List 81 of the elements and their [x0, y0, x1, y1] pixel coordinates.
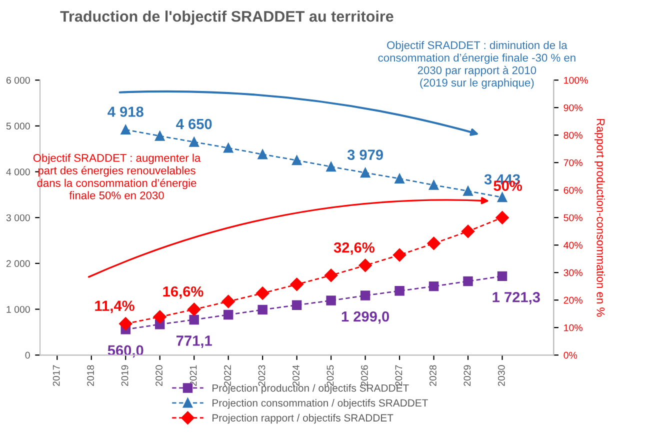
- point: [256, 286, 270, 300]
- x-tick-label: 2030: [498, 365, 505, 386]
- annotation: Objectif SRADDET : augmenter la part des énergies renouvelables dans la consommation d’énergie finale 50% en 2030: [33, 154, 201, 200]
- point: [496, 210, 509, 224]
- legend-label: Projection production / objectifs SRADDET: [212, 384, 409, 394]
- x-tick-label: 2026: [361, 365, 368, 386]
- point: [258, 149, 268, 160]
- x-tick-label: 2018: [87, 365, 94, 386]
- point: [258, 304, 268, 315]
- legend-label: Projection rapport / objectifs SRADDET: [212, 414, 394, 424]
- point: [292, 155, 302, 166]
- y-tick-label: 3 000: [6, 214, 30, 222]
- y2-tick-label: 80%: [564, 132, 582, 139]
- point: [222, 294, 235, 308]
- point: [360, 168, 370, 178]
- point: [461, 224, 475, 238]
- y2-tick-label: 30%: [564, 269, 582, 276]
- y2-tick-label: 60%: [564, 186, 582, 194]
- point: [394, 286, 404, 296]
- point: [463, 276, 473, 286]
- y-tick-label: 6 000: [6, 76, 30, 84]
- y2-tick-label: 90%: [564, 104, 582, 112]
- point: [292, 300, 302, 310]
- data-label: 1 721,3: [492, 292, 540, 304]
- data-label: 4 918: [108, 106, 144, 117]
- point: [427, 236, 440, 250]
- point: [497, 192, 508, 202]
- x-tick-label: 2022: [224, 365, 231, 386]
- y-tick-label: 4 000: [6, 168, 30, 176]
- point: [154, 131, 165, 141]
- point: [223, 143, 234, 153]
- data-label: 11,4%: [95, 300, 134, 314]
- point: [189, 137, 199, 147]
- x-tick-label: 2021: [190, 365, 197, 386]
- point: [189, 314, 199, 325]
- y-tick-label: 5 000: [6, 122, 30, 130]
- x-tick-label: 2025: [326, 365, 334, 386]
- y2-tick-label: 50%: [564, 214, 582, 222]
- y2-tick-label: 20%: [564, 296, 582, 304]
- point: [326, 162, 336, 172]
- y-tick-label: 2 000: [6, 260, 30, 268]
- point: [324, 268, 338, 282]
- x-tick-label: 2017: [52, 365, 60, 386]
- y2-axis-title: Rapport production-consommation en %: [594, 119, 605, 317]
- point: [428, 281, 439, 292]
- x-tick-label: 2020: [156, 365, 162, 386]
- point: [188, 302, 201, 316]
- point: [153, 310, 166, 324]
- x-tick-label: 2019: [121, 365, 128, 386]
- data-label: 32,6%: [334, 242, 374, 255]
- x-tick-label: 2029: [464, 365, 471, 386]
- y2-tick-label: 10%: [564, 324, 582, 332]
- point: [290, 278, 304, 291]
- point: [497, 271, 508, 282]
- point: [394, 174, 404, 184]
- x-tick-label: 2023: [258, 365, 266, 386]
- data-label: 3 979: [347, 150, 383, 160]
- chart-title: Traduction de l'objectif SRADDET au territoire: [60, 10, 394, 25]
- point: [223, 310, 234, 320]
- point: [463, 186, 473, 196]
- x-tick-label: 2024: [292, 365, 300, 386]
- point: [326, 296, 336, 306]
- point: [358, 258, 372, 272]
- point: [392, 248, 406, 262]
- y2-tick-label: 100%: [564, 76, 588, 84]
- point: [428, 180, 439, 190]
- y2-tick-label: 0%: [564, 352, 578, 359]
- data-label: 771,1: [176, 336, 212, 348]
- x-tick-label: 2028: [430, 365, 436, 386]
- point: [119, 317, 132, 330]
- x-tick-label: 2027: [395, 365, 402, 386]
- y-tick-label: 0: [25, 352, 30, 359]
- data-label: 4 650: [176, 118, 212, 130]
- data-label: 16,6%: [163, 286, 204, 299]
- data-label: 1 299,0: [342, 311, 390, 324]
- y2-tick-label: 70%: [564, 159, 582, 166]
- point: [120, 124, 130, 135]
- y-tick-label: 1 000: [6, 306, 30, 313]
- y2-tick-label: 40%: [564, 242, 582, 249]
- point: [360, 290, 370, 300]
- legend-label: Projection consommation / objectifs SRADDET: [212, 398, 428, 409]
